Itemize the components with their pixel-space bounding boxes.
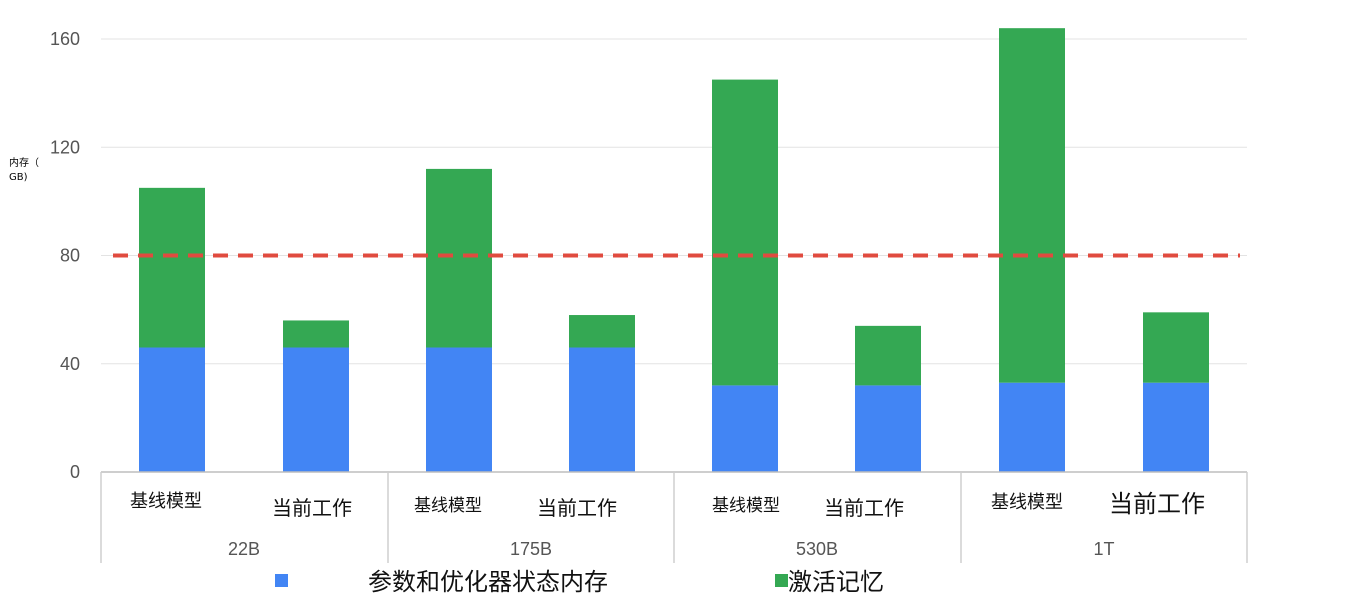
bar-activation-3 — [569, 315, 635, 348]
bar-activation-4 — [712, 79, 778, 386]
bar-params-5 — [855, 385, 921, 472]
bar-activation-7 — [1143, 312, 1209, 383]
legend-label-params: 参数和优化器状态内存 — [368, 568, 608, 596]
legend-swatch-params — [275, 574, 288, 587]
axes — [100, 471, 1248, 563]
bar-params-6 — [999, 382, 1065, 472]
bar-params-7 — [1143, 382, 1209, 472]
legend-swatch-activation — [775, 574, 788, 587]
bar-activation-5 — [855, 325, 921, 386]
bars — [139, 28, 1209, 472]
bar-params-0 — [139, 347, 205, 472]
x-group-label-1: 175B — [510, 539, 552, 559]
y-tick-80: 80 — [60, 246, 80, 266]
gridlines — [101, 38, 1247, 365]
bar-activation-0 — [139, 187, 205, 348]
x-group-label-3: 1T — [1093, 539, 1114, 559]
bar-params-3 — [569, 347, 635, 472]
bar-params-1 — [283, 347, 349, 472]
y-tick-labels: 0 40 80 120 160 — [50, 29, 80, 482]
x-group-label-0: 22B — [228, 539, 260, 559]
x-category-label-0: 基线模型 — [130, 491, 202, 512]
x-category-labels: 基线模型 当前工作 基线模型 当前工作 基线模型 当前工作 基线模型 当前工作 22B 175B 5… — [130, 490, 1205, 559]
y-tick-160: 160 — [50, 29, 80, 49]
x-category-label-4: 基线模型 — [712, 496, 780, 516]
x-category-label-1: 当前工作 — [272, 496, 352, 520]
bar-activation-2 — [426, 168, 492, 348]
y-tick-40: 40 — [60, 354, 80, 374]
y-axis-label-line2: GB) — [9, 172, 28, 183]
bar-activation-6 — [999, 28, 1065, 383]
x-category-label-6: 基线模型 — [991, 492, 1063, 513]
bar-params-2 — [426, 347, 492, 472]
x-category-label-7: 当前工作 — [1109, 490, 1205, 518]
x-category-label-5: 当前工作 — [824, 496, 904, 520]
x-group-label-2: 530B — [796, 539, 838, 559]
x-category-label-3: 当前工作 — [537, 496, 617, 520]
bar-params-4 — [712, 385, 778, 472]
y-tick-0: 0 — [70, 462, 80, 482]
legend: 参数和优化器状态内存 激活记忆 — [275, 568, 884, 596]
bar-activation-1 — [283, 320, 349, 348]
y-tick-120: 120 — [50, 137, 80, 157]
x-category-label-2: 基线模型 — [414, 496, 482, 516]
legend-label-activation: 激活记忆 — [788, 568, 884, 596]
y-axis-label-line1: 内存（ — [9, 156, 39, 169]
